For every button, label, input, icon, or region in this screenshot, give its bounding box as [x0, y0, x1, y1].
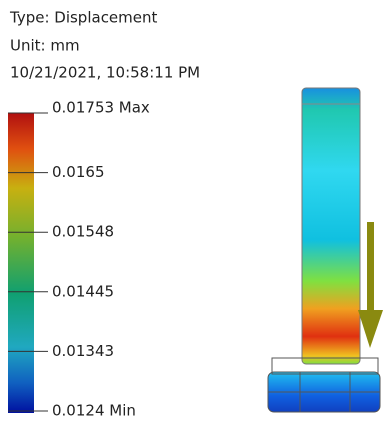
bolt-shaft [302, 88, 360, 364]
result-view: Type: Displacement Unit: mm 10/21/2021, … [0, 0, 386, 425]
legend-label: 0.0124 Min [52, 402, 136, 420]
legend-label: 0.01445 [52, 282, 114, 300]
load-arrow-head [358, 310, 383, 348]
legend-label: 0.01548 [52, 223, 114, 241]
legend-label: 0.0165 [52, 163, 105, 181]
legend-label: 0.01343 [52, 342, 114, 360]
unit-line: Unit: mm [10, 37, 80, 55]
timestamp: 10/21/2021, 10:58:11 PM [10, 64, 200, 82]
load-arrow-shaft [367, 222, 374, 312]
legend-label: 0.01753 Max [52, 99, 150, 117]
viewport: Type: Displacement Unit: mm 10/21/2021, … [0, 0, 386, 425]
color-bar [8, 113, 34, 413]
type-line: Type: Displacement [9, 9, 158, 27]
